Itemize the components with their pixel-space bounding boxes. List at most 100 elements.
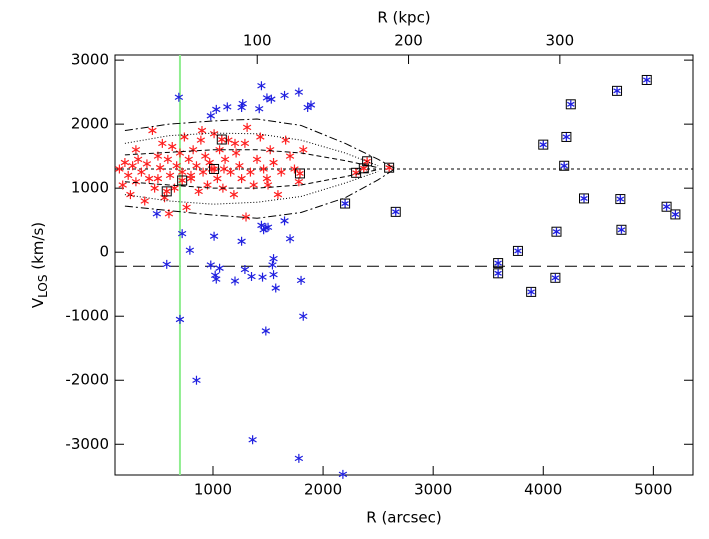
- point: [261, 326, 271, 336]
- point: [241, 212, 251, 222]
- point-box: [551, 226, 562, 237]
- boxed-point: [661, 201, 672, 212]
- point: [168, 142, 177, 152]
- point-box: [661, 201, 672, 212]
- boxed-point: [670, 209, 681, 220]
- point: [192, 375, 201, 385]
- point: [124, 170, 133, 180]
- point: [206, 260, 215, 270]
- point: [209, 129, 219, 139]
- point: [118, 180, 127, 190]
- point: [206, 111, 215, 121]
- point-box: [493, 258, 504, 269]
- point: [240, 264, 250, 274]
- point: [237, 103, 246, 112]
- point-box: [526, 286, 537, 297]
- y-label-main: V: [29, 297, 47, 308]
- point: [212, 274, 221, 284]
- point: [280, 90, 289, 100]
- point: [266, 145, 275, 155]
- model-curve: [124, 168, 395, 219]
- point: [237, 236, 246, 246]
- point: [269, 270, 278, 280]
- boxed-point: [565, 99, 576, 110]
- boxed-point: [550, 272, 561, 283]
- point: [163, 154, 173, 164]
- boxed-point: [612, 85, 623, 96]
- point: [126, 190, 135, 200]
- point: [152, 209, 162, 219]
- point-star: [552, 227, 561, 236]
- point: [198, 167, 208, 177]
- model-curve: [124, 132, 379, 167]
- point: [165, 170, 175, 180]
- point: [220, 154, 230, 164]
- boxed-point: [294, 168, 305, 179]
- point-box: [216, 134, 227, 145]
- point-box: [612, 85, 623, 96]
- point-box: [177, 175, 188, 186]
- boxed-point: [641, 74, 652, 85]
- point: [247, 272, 256, 282]
- point: [182, 202, 191, 212]
- y-tick-label: 0: [99, 243, 109, 261]
- model-curve: [124, 118, 395, 169]
- boxed-point: [561, 131, 572, 142]
- x-axis-title: R (arcsec): [366, 509, 441, 527]
- boxed-point: [216, 134, 227, 145]
- top-x-tick-label: 200: [394, 32, 423, 50]
- point-star: [613, 86, 621, 95]
- point-star: [527, 287, 535, 296]
- point: [267, 94, 276, 104]
- point: [231, 148, 241, 158]
- point: [155, 163, 165, 173]
- y-label-rest: (km/s): [29, 222, 47, 275]
- point: [194, 186, 203, 196]
- point: [213, 174, 222, 184]
- y-tick-label: -3000: [65, 435, 109, 453]
- point-star: [580, 194, 588, 203]
- point-star: [296, 169, 304, 178]
- point: [299, 311, 308, 321]
- boxed-point: [340, 198, 351, 209]
- point-box: [340, 198, 351, 209]
- point-star: [514, 246, 522, 255]
- point: [137, 167, 146, 177]
- plot-frame: [114, 54, 694, 476]
- point-star: [494, 269, 502, 278]
- point: [299, 145, 308, 155]
- point: [162, 259, 171, 269]
- point: [281, 135, 290, 145]
- y-tick-label: 3000: [71, 51, 109, 69]
- point: [252, 154, 262, 164]
- point: [226, 167, 235, 177]
- point: [263, 222, 273, 232]
- boxed-point: [493, 268, 504, 279]
- point: [172, 161, 181, 171]
- point: [115, 164, 124, 174]
- point: [269, 254, 278, 264]
- point: [273, 190, 283, 200]
- point: [148, 126, 157, 136]
- boxed-point: [538, 139, 549, 150]
- point-star: [616, 195, 625, 204]
- point-box: [565, 99, 576, 110]
- point: [175, 148, 185, 158]
- point-box: [579, 193, 590, 204]
- point-star: [162, 187, 171, 196]
- boxed-point: [161, 186, 172, 197]
- point-box: [390, 206, 401, 217]
- model-curve: [124, 149, 379, 169]
- point: [150, 183, 159, 193]
- point-star: [617, 225, 626, 234]
- point: [133, 154, 143, 164]
- point-box: [512, 245, 523, 256]
- point-box: [161, 186, 172, 197]
- point: [285, 234, 295, 244]
- point-box: [559, 160, 570, 171]
- point: [242, 122, 252, 132]
- point-star: [494, 259, 502, 268]
- point: [306, 100, 316, 110]
- point: [184, 154, 193, 164]
